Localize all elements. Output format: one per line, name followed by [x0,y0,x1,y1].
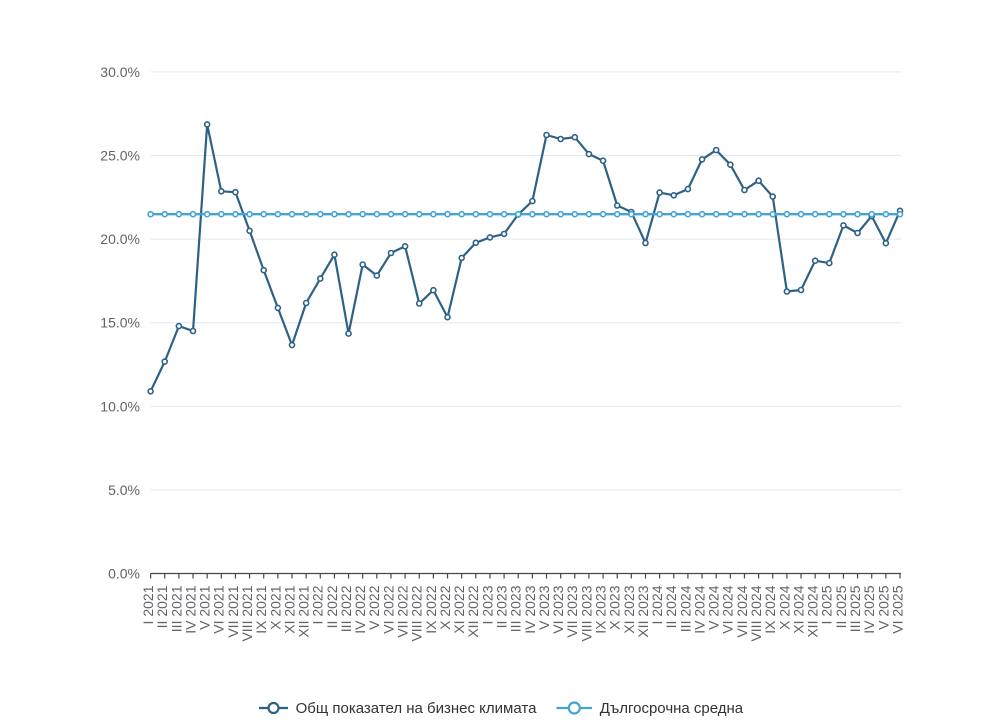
svg-text:XII 2022: XII 2022 [465,585,481,637]
svg-text:Дългосрочна средна: Дългосрочна средна [600,700,744,717]
svg-text:VII 2022: VII 2022 [395,585,411,637]
svg-text:I 2022: I 2022 [310,585,326,624]
svg-text:VII 2021: VII 2021 [225,585,241,637]
svg-text:XII 2023: XII 2023 [635,585,651,637]
svg-text:25.0%: 25.0% [100,148,140,164]
svg-text:15.0%: 15.0% [100,315,140,331]
svg-text:X 2023: X 2023 [607,585,623,630]
svg-text:I 2021: I 2021 [140,585,156,624]
svg-text:V 2021: V 2021 [197,585,213,630]
svg-text:III 2021: III 2021 [168,585,184,632]
svg-text:IX 2021: IX 2021 [253,585,269,633]
svg-text:VIII 2023: VIII 2023 [578,585,594,641]
svg-text:XI 2022: XI 2022 [451,585,467,633]
svg-text:XI 2024: XI 2024 [790,585,806,633]
svg-text:III 2023: III 2023 [508,585,524,632]
svg-text:IV 2023: IV 2023 [522,585,538,633]
svg-text:III 2025: III 2025 [847,585,863,632]
svg-text:Общ показател на бизнес климат: Общ показател на бизнес климата [296,700,537,717]
svg-text:I 2024: I 2024 [649,585,665,624]
svg-text:0.0%: 0.0% [108,566,140,582]
svg-text:VIII 2022: VIII 2022 [409,585,425,641]
svg-text:VI 2024: VI 2024 [720,585,736,633]
svg-text:IV 2025: IV 2025 [861,585,877,633]
svg-text:XI 2023: XI 2023 [621,585,637,633]
svg-text:IV 2022: IV 2022 [352,585,368,633]
svg-text:VI 2025: VI 2025 [889,585,905,633]
svg-text:VIII 2021: VIII 2021 [239,585,255,641]
svg-text:II 2021: II 2021 [154,585,170,628]
svg-text:X 2024: X 2024 [776,585,792,630]
svg-text:20.0%: 20.0% [100,231,140,247]
svg-text:I 2025: I 2025 [819,585,835,624]
svg-text:II 2024: II 2024 [663,585,679,628]
svg-text:VIII 2024: VIII 2024 [748,585,764,641]
svg-text:IX 2022: IX 2022 [423,585,439,633]
svg-text:30.0%: 30.0% [100,64,140,80]
svg-text:IV 2021: IV 2021 [182,585,198,633]
svg-text:III 2024: III 2024 [677,585,693,632]
svg-text:II 2022: II 2022 [324,585,340,628]
svg-text:III 2022: III 2022 [338,585,354,632]
svg-text:IX 2024: IX 2024 [762,585,778,633]
svg-text:II 2025: II 2025 [833,585,849,628]
svg-text:I 2023: I 2023 [479,585,495,624]
svg-text:V 2024: V 2024 [706,585,722,630]
svg-text:IV 2024: IV 2024 [691,585,707,633]
svg-text:VII 2023: VII 2023 [564,585,580,637]
svg-text:XII 2021: XII 2021 [296,585,312,637]
svg-text:V 2022: V 2022 [366,585,382,630]
svg-text:II 2023: II 2023 [493,585,509,628]
svg-text:XII 2024: XII 2024 [805,585,821,637]
svg-text:VI 2022: VI 2022 [380,585,396,633]
svg-text:5.0%: 5.0% [108,482,140,498]
svg-text:X 2022: X 2022 [437,585,453,630]
svg-text:VI 2023: VI 2023 [550,585,566,633]
svg-text:VII 2024: VII 2024 [734,585,750,637]
svg-text:VI 2021: VI 2021 [211,585,227,633]
svg-text:V 2025: V 2025 [875,585,891,630]
svg-text:X 2021: X 2021 [267,585,283,630]
svg-text:IX 2023: IX 2023 [592,585,608,633]
svg-text:XI 2021: XI 2021 [281,585,297,633]
svg-text:10.0%: 10.0% [100,398,140,414]
svg-text:V 2023: V 2023 [536,585,552,630]
